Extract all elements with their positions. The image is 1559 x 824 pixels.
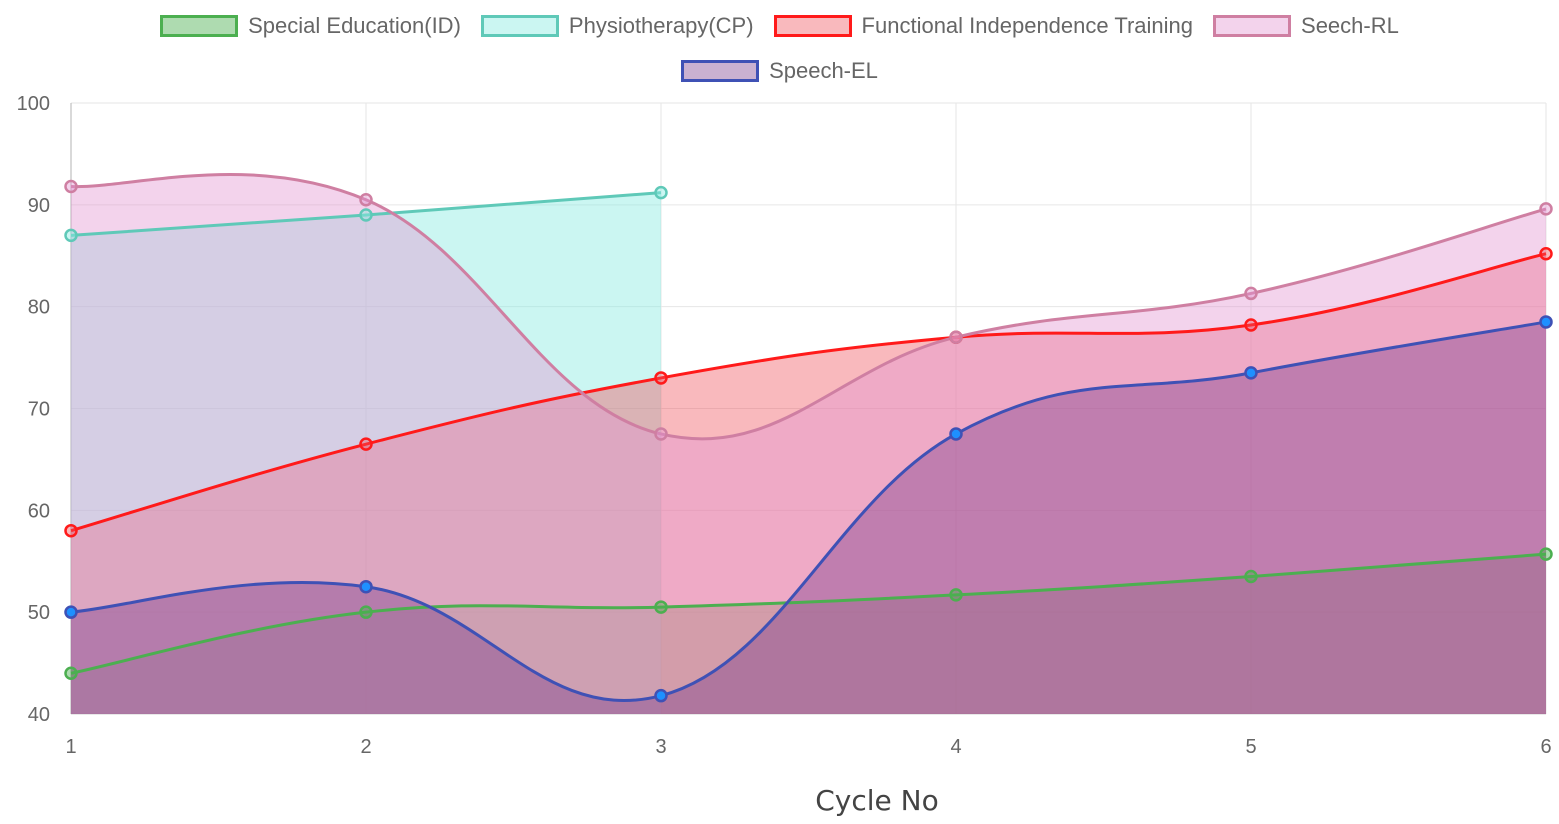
point-physiotherapy-cp[interactable] bbox=[654, 185, 668, 200]
x-tick-label: 6 bbox=[1540, 736, 1551, 758]
legend-label: Seech-RL bbox=[1301, 13, 1399, 38]
legend-swatch bbox=[681, 60, 760, 82]
legend-row: Speech-EL bbox=[0, 55, 1559, 87]
legend: Special Education(ID) Physiotherapy(CP) … bbox=[0, 0, 1559, 100]
legend-item-functional-independence[interactable]: Functional Independence Training bbox=[773, 10, 1194, 42]
legend-swatch bbox=[773, 15, 852, 37]
line-speech-el bbox=[70, 320, 1547, 702]
point-functional-independence-training[interactable] bbox=[654, 371, 668, 385]
point-speech-el[interactable] bbox=[654, 688, 668, 703]
point-physiotherapy-cp[interactable] bbox=[359, 208, 373, 222]
area-speech-el bbox=[71, 321, 1546, 714]
line-functional-independence-training bbox=[70, 252, 1547, 533]
legend-label: Speech-EL bbox=[769, 58, 878, 83]
point-speech-el[interactable] bbox=[359, 579, 373, 594]
x-tick-label: 5 bbox=[1245, 736, 1256, 758]
y-tick-label: 100 bbox=[17, 93, 50, 115]
legend-item-special-education[interactable]: Special Education(ID) bbox=[160, 10, 461, 42]
area-seech-rl bbox=[71, 174, 1546, 714]
legend-swatch bbox=[160, 15, 239, 37]
y-axis-ticks: 40 50 60 70 80 90 100 bbox=[17, 93, 50, 726]
y-tick-label: 60 bbox=[28, 500, 50, 522]
point-special-education-id[interactable] bbox=[654, 600, 668, 614]
point-speech-el[interactable] bbox=[949, 427, 963, 441]
point-special-education-id[interactable] bbox=[949, 588, 963, 602]
legend-swatch bbox=[1213, 15, 1292, 37]
area-functional-independence-training bbox=[71, 253, 1546, 715]
x-axis-label: Cycle No bbox=[815, 784, 939, 817]
y-tick-label: 50 bbox=[28, 602, 50, 624]
line-physiotherapy-cp bbox=[70, 191, 662, 237]
point-seech-rl[interactable] bbox=[654, 427, 668, 441]
series-fills bbox=[71, 174, 1546, 715]
point-seech-rl[interactable] bbox=[1539, 202, 1553, 216]
point-functional-independence-training[interactable] bbox=[1244, 318, 1258, 332]
point-seech-rl[interactable] bbox=[64, 179, 78, 194]
x-tick-label: 1 bbox=[65, 736, 76, 758]
series-points bbox=[64, 179, 1553, 703]
x-tick-label: 2 bbox=[360, 736, 371, 758]
point-speech-el[interactable] bbox=[64, 605, 78, 619]
y-tick-label: 70 bbox=[28, 399, 50, 421]
point-functional-independence-training[interactable] bbox=[64, 523, 78, 538]
point-special-education-id[interactable] bbox=[359, 605, 373, 619]
point-special-education-id[interactable] bbox=[64, 666, 78, 681]
legend-item-speech-el[interactable]: Speech-EL bbox=[681, 55, 878, 87]
point-physiotherapy-cp[interactable] bbox=[64, 228, 78, 243]
legend-item-physiotherapy[interactable]: Physiotherapy(CP) bbox=[480, 10, 754, 42]
legend-label: Special Education(ID) bbox=[248, 13, 461, 38]
x-tick-label: 3 bbox=[655, 736, 666, 758]
point-seech-rl[interactable] bbox=[1244, 286, 1258, 301]
x-tick-label: 4 bbox=[950, 736, 961, 758]
point-functional-independence-training[interactable] bbox=[1539, 246, 1553, 261]
point-speech-el[interactable] bbox=[1539, 315, 1553, 329]
legend-label: Functional Independence Training bbox=[861, 13, 1194, 38]
legend-swatch bbox=[480, 15, 559, 37]
x-axis-ticks: 1 2 3 4 5 6 bbox=[65, 736, 1551, 758]
point-seech-rl[interactable] bbox=[359, 192, 373, 207]
area-special-education-id bbox=[71, 554, 1546, 714]
point-special-education-id[interactable] bbox=[1539, 547, 1553, 561]
legend-item-seech-rl[interactable]: Seech-RL bbox=[1213, 10, 1399, 42]
point-speech-el[interactable] bbox=[1244, 366, 1258, 380]
y-tick-label: 90 bbox=[28, 195, 50, 217]
legend-row: Special Education(ID) Physiotherapy(CP) … bbox=[0, 10, 1559, 42]
y-tick-label: 40 bbox=[28, 704, 50, 726]
line-seech-rl bbox=[70, 172, 1547, 441]
series-lines bbox=[70, 172, 1547, 702]
y-tick-label: 80 bbox=[28, 297, 50, 319]
legend-label: Physiotherapy(CP) bbox=[568, 13, 754, 38]
line-special-education-id bbox=[70, 552, 1547, 675]
point-functional-independence-training[interactable] bbox=[359, 437, 373, 451]
point-seech-rl[interactable] bbox=[949, 330, 963, 344]
point-special-education-id[interactable] bbox=[1244, 569, 1258, 584]
